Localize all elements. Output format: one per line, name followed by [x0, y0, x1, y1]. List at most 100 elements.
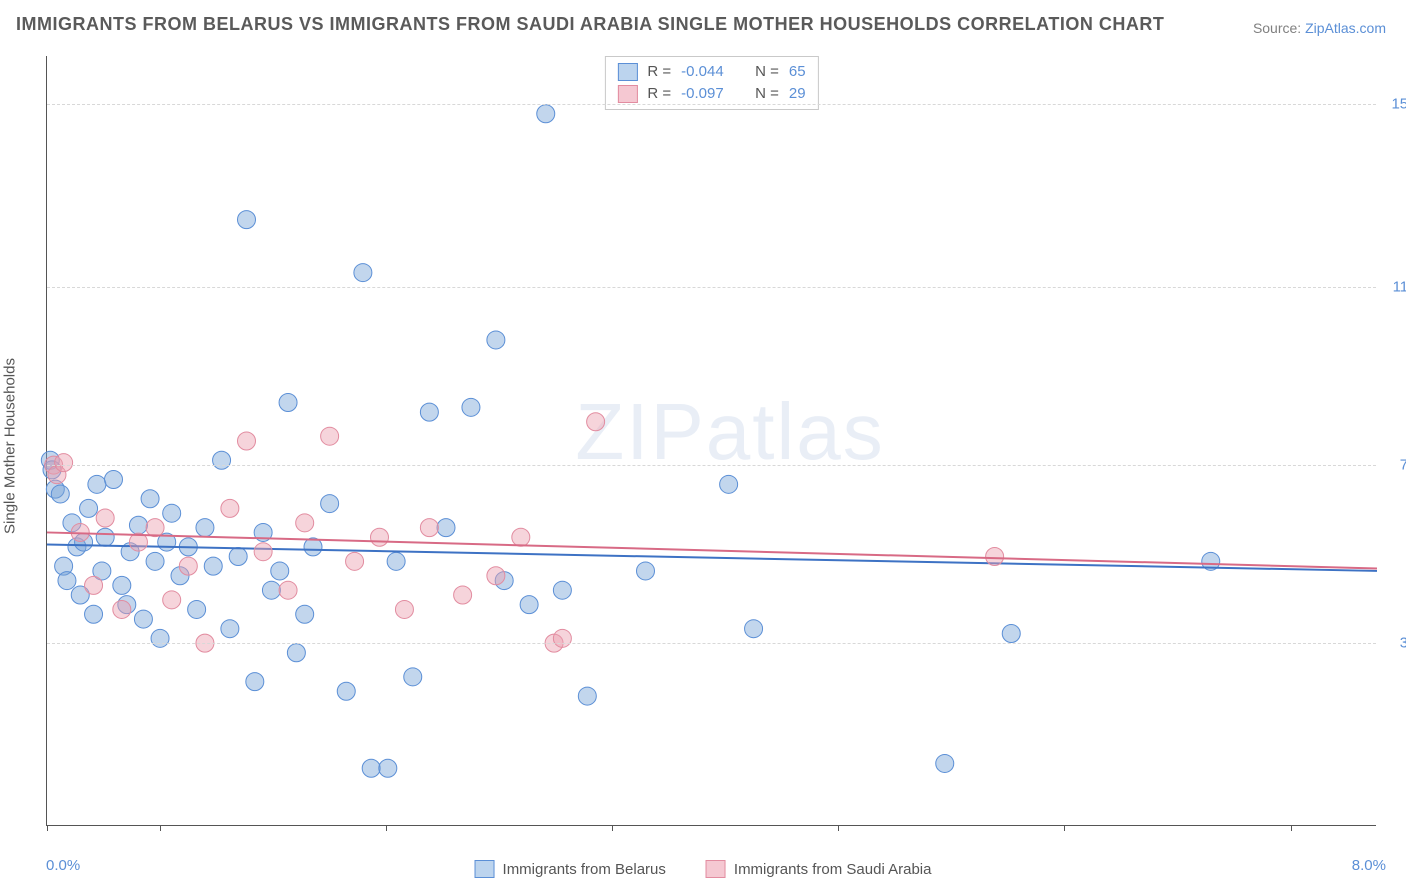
x-tick	[1064, 825, 1065, 831]
x-tick	[612, 825, 613, 831]
x-tick	[386, 825, 387, 831]
scatter-point	[321, 495, 339, 513]
scatter-point	[520, 596, 538, 614]
scatter-point	[85, 576, 103, 594]
legend-swatch-belarus	[475, 860, 495, 878]
scatter-point	[141, 490, 159, 508]
gridline-horizontal	[47, 643, 1376, 644]
scatter-point	[262, 581, 280, 599]
legend-swatch-saudi	[706, 860, 726, 878]
x-axis-min-label: 0.0%	[46, 857, 80, 874]
y-tick-label: 15.0%	[1380, 96, 1406, 113]
scatter-point	[936, 754, 954, 772]
scatter-point	[238, 211, 256, 229]
scatter-point	[146, 519, 164, 537]
scatter-point	[553, 629, 571, 647]
gridline-horizontal	[47, 465, 1376, 466]
source-attribution: Source: ZipAtlas.com	[1253, 20, 1386, 36]
scatter-point	[151, 629, 169, 647]
scatter-point	[85, 605, 103, 623]
trend-line	[47, 532, 1377, 568]
scatter-point	[420, 403, 438, 421]
scatter-point	[986, 548, 1004, 566]
scatter-point	[537, 105, 555, 123]
scatter-point	[1002, 625, 1020, 643]
scatter-point	[88, 475, 106, 493]
scatter-point	[745, 620, 763, 638]
legend-label-belarus: Immigrants from Belarus	[503, 861, 666, 878]
x-tick	[47, 825, 48, 831]
scatter-point	[80, 499, 98, 517]
scatter-point	[487, 567, 505, 585]
scatter-point	[238, 432, 256, 450]
scatter-point	[321, 427, 339, 445]
scatter-point	[553, 581, 571, 599]
scatter-point	[129, 516, 147, 534]
scatter-point	[113, 600, 131, 618]
x-tick	[160, 825, 161, 831]
scatter-point	[379, 759, 397, 777]
scatter-point	[113, 576, 131, 594]
scatter-point	[221, 620, 239, 638]
legend-item-belarus: Immigrants from Belarus	[475, 860, 666, 878]
chart-svg	[47, 56, 1376, 825]
scatter-point	[246, 673, 264, 691]
scatter-point	[512, 528, 530, 546]
scatter-point	[279, 581, 297, 599]
scatter-point	[462, 398, 480, 416]
scatter-point	[371, 528, 389, 546]
scatter-point	[354, 264, 372, 282]
scatter-point	[229, 548, 247, 566]
scatter-point	[337, 682, 355, 700]
scatter-point	[587, 413, 605, 431]
scatter-point	[163, 591, 181, 609]
gridline-horizontal	[47, 104, 1376, 105]
scatter-point	[287, 644, 305, 662]
scatter-point	[188, 600, 206, 618]
legend-item-saudi: Immigrants from Saudi Arabia	[706, 860, 932, 878]
scatter-point	[213, 451, 231, 469]
scatter-point	[454, 586, 472, 604]
scatter-point	[387, 552, 405, 570]
scatter-point	[96, 509, 114, 527]
legend-label-saudi: Immigrants from Saudi Arabia	[734, 861, 932, 878]
scatter-point	[221, 499, 239, 517]
scatter-point	[404, 668, 422, 686]
y-axis-label: Single Mother Households	[2, 358, 19, 534]
chart-title: IMMIGRANTS FROM BELARUS VS IMMIGRANTS FR…	[16, 14, 1164, 35]
scatter-point	[578, 687, 596, 705]
scatter-point	[420, 519, 438, 537]
plot-area: ZIPatlas R = -0.044 N = 65 R = -0.097 N …	[46, 56, 1376, 826]
source-label: Source:	[1253, 20, 1301, 36]
y-tick-label: 11.2%	[1380, 279, 1406, 296]
series-legend: Immigrants from Belarus Immigrants from …	[475, 860, 932, 878]
x-tick	[838, 825, 839, 831]
scatter-point	[96, 528, 114, 546]
scatter-point	[437, 519, 455, 537]
x-tick	[1291, 825, 1292, 831]
scatter-point	[296, 605, 314, 623]
scatter-point	[55, 454, 73, 472]
scatter-point	[487, 331, 505, 349]
scatter-point	[105, 471, 123, 489]
scatter-point	[279, 394, 297, 412]
scatter-point	[204, 557, 222, 575]
scatter-point	[196, 519, 214, 537]
y-tick-label: 7.5%	[1380, 457, 1406, 474]
scatter-point	[58, 572, 76, 590]
scatter-point	[254, 543, 272, 561]
scatter-point	[146, 552, 164, 570]
scatter-point	[179, 557, 197, 575]
scatter-point	[346, 552, 364, 570]
scatter-point	[720, 475, 738, 493]
scatter-point	[134, 610, 152, 628]
scatter-point	[163, 504, 181, 522]
scatter-point	[296, 514, 314, 532]
scatter-point	[271, 562, 289, 580]
scatter-point	[637, 562, 655, 580]
y-tick-label: 3.8%	[1380, 635, 1406, 652]
gridline-horizontal	[47, 287, 1376, 288]
scatter-point	[395, 600, 413, 618]
source-value: ZipAtlas.com	[1305, 20, 1386, 36]
scatter-point	[51, 485, 69, 503]
